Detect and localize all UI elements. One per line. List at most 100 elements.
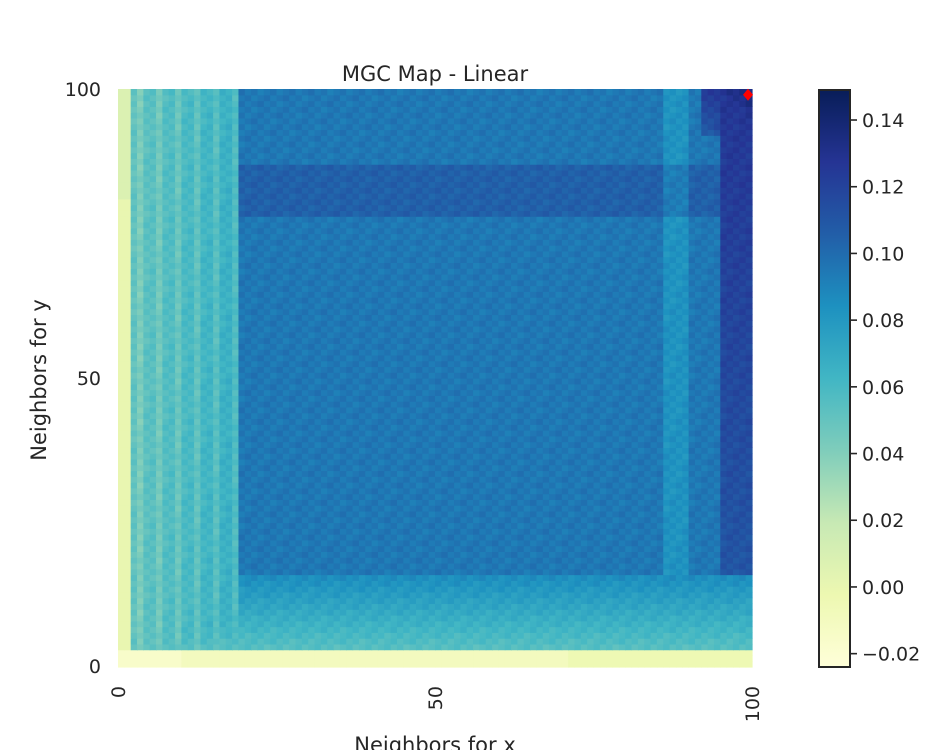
heatmap-cell <box>644 516 652 524</box>
heatmap-cell <box>219 458 227 466</box>
heatmap-cell <box>263 418 271 425</box>
heatmap-cell <box>276 516 284 524</box>
heatmap-cell <box>168 655 176 662</box>
heatmap-cell <box>251 603 259 610</box>
heatmap-cell <box>656 574 664 581</box>
heatmap-cell <box>460 597 468 605</box>
heatmap-cell <box>276 557 284 564</box>
heatmap-cell <box>301 528 309 535</box>
heatmap-cell <box>384 626 392 633</box>
heatmap-cell <box>213 453 221 460</box>
heatmap-cell <box>289 441 297 448</box>
heatmap-cell <box>206 597 214 605</box>
heatmap-cell <box>454 649 461 657</box>
heatmap-cell <box>187 620 195 628</box>
heatmap-cell <box>232 580 240 587</box>
heatmap-cell <box>593 383 601 391</box>
heatmap-cell <box>612 574 620 581</box>
heatmap-cell <box>631 401 639 408</box>
heatmap-cell <box>251 418 259 425</box>
heatmap-cell <box>745 557 753 564</box>
heatmap-cell <box>137 562 144 570</box>
heatmap-cell <box>656 401 664 408</box>
heatmap-cell <box>301 389 309 396</box>
heatmap-cell <box>511 499 519 506</box>
heatmap-cell <box>745 482 753 489</box>
heatmap-cell <box>675 401 683 408</box>
heatmap-cell <box>485 661 493 668</box>
heatmap-cell <box>523 614 531 622</box>
heatmap-cell <box>225 505 233 512</box>
heatmap-cell <box>688 638 696 645</box>
heatmap-cell <box>580 551 588 558</box>
heatmap-cell <box>517 603 525 610</box>
heatmap-cell <box>244 383 252 391</box>
heatmap-cell <box>403 424 411 431</box>
heatmap-cell <box>422 401 430 408</box>
heatmap-cell <box>720 383 728 391</box>
heatmap-cell <box>593 453 601 460</box>
heatmap-cell <box>504 505 512 512</box>
heatmap-cell <box>371 383 379 391</box>
heatmap-cell <box>599 418 607 425</box>
heatmap-cell <box>137 528 144 535</box>
heatmap-cell <box>263 447 271 454</box>
heatmap-cell <box>713 418 721 425</box>
heatmap-cell <box>707 562 715 570</box>
heatmap-cell <box>301 580 309 587</box>
heatmap-cell <box>175 534 182 541</box>
heatmap-cell <box>289 470 297 477</box>
heatmap-cell <box>175 528 182 535</box>
heatmap-cell <box>270 510 278 518</box>
heatmap-cell <box>422 522 430 529</box>
heatmap-cell <box>650 487 658 495</box>
heatmap-cell <box>485 476 493 483</box>
heatmap-cell <box>352 389 360 396</box>
heatmap-cell <box>175 406 182 414</box>
heatmap-cell <box>314 580 322 587</box>
heatmap-cell <box>454 557 461 564</box>
heatmap-cell <box>447 661 455 668</box>
heatmap-cell <box>206 378 214 385</box>
heatmap-cell <box>574 574 582 581</box>
heatmap-cell <box>276 505 284 512</box>
heatmap-cell <box>377 510 385 518</box>
heatmap-cell <box>396 568 404 576</box>
heatmap-cell <box>238 505 246 512</box>
heatmap-cell <box>523 557 531 564</box>
heatmap-cell <box>308 528 316 535</box>
heatmap-cell <box>403 505 411 512</box>
heatmap-cell <box>384 603 392 610</box>
heatmap-cell <box>194 568 202 576</box>
heatmap-cell <box>555 643 563 651</box>
heatmap-cell <box>206 464 214 472</box>
heatmap-cell <box>549 470 557 477</box>
heatmap-cell <box>244 597 252 605</box>
heatmap-cell <box>365 458 373 466</box>
heatmap-cell <box>422 620 430 628</box>
heatmap-cell <box>251 447 259 454</box>
heatmap-cell <box>485 487 493 495</box>
heatmap-cell <box>460 458 468 466</box>
heatmap-cell <box>162 632 170 639</box>
heatmap-cell <box>225 568 233 576</box>
heatmap-cell <box>612 516 620 524</box>
heatmap-cell <box>143 476 151 483</box>
heatmap-cell <box>536 424 544 431</box>
heatmap-cell <box>251 458 259 466</box>
heatmap-cell <box>447 389 455 396</box>
heatmap-cell <box>485 586 493 593</box>
heatmap-cell <box>669 395 677 402</box>
heatmap-cell <box>720 614 728 622</box>
heatmap-cell <box>301 401 309 408</box>
heatmap-cell <box>365 441 373 448</box>
heatmap-cell <box>194 528 202 535</box>
heatmap-cell <box>282 482 290 489</box>
heatmap-cell <box>441 586 449 593</box>
heatmap-cell <box>168 418 176 425</box>
heatmap-cell <box>745 603 753 610</box>
heatmap-cell <box>536 545 544 552</box>
heatmap-cell <box>599 620 607 628</box>
heatmap-cell <box>130 609 138 616</box>
heatmap-cell <box>194 603 202 610</box>
